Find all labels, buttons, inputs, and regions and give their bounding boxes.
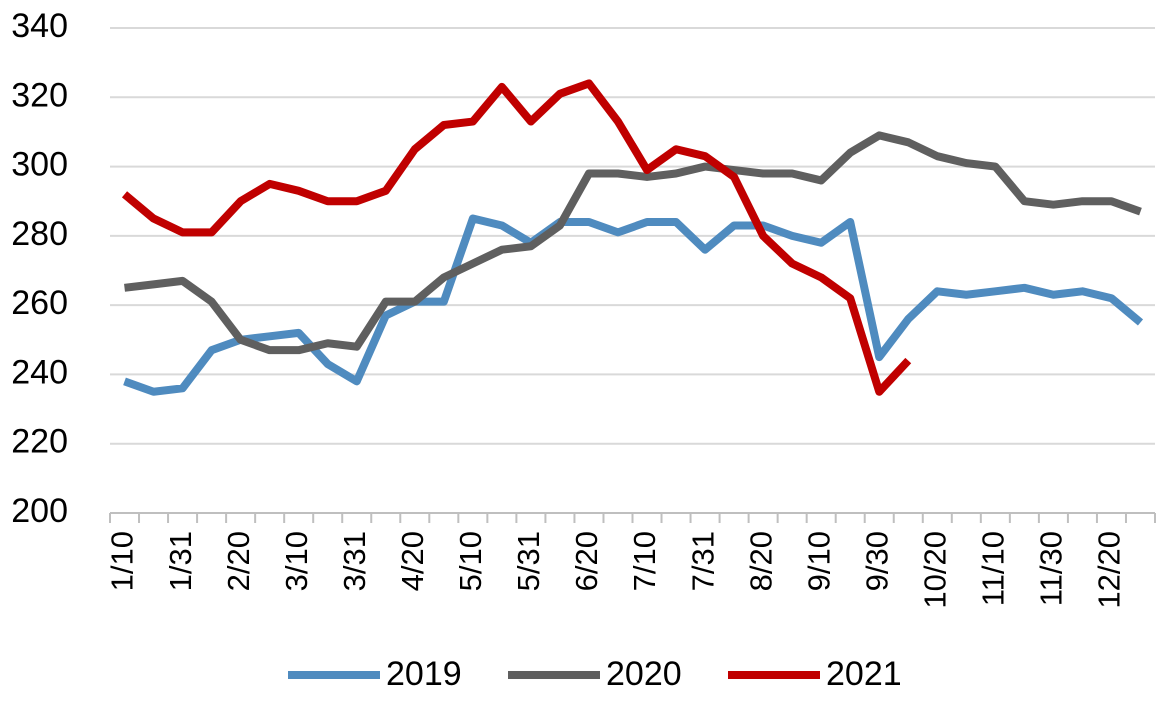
- y-tick-label: 300: [11, 146, 68, 184]
- x-tick-label: 1/31: [163, 531, 198, 591]
- x-tick-label: 12/20: [1092, 531, 1127, 609]
- series-line: [124, 131, 1142, 355]
- y-tick-label: 240: [11, 353, 68, 391]
- y-tick-label: 320: [11, 76, 68, 114]
- x-tick-label: 9/30: [859, 531, 894, 591]
- series-line: [123, 214, 1144, 396]
- x-tick-label: 7/31: [685, 531, 720, 591]
- x-tick-label: 5/31: [511, 531, 546, 591]
- x-tick-label: 6/20: [569, 531, 604, 591]
- x-tick-label: 3/31: [337, 531, 372, 591]
- x-tick-label: 11/10: [976, 531, 1011, 606]
- x-tick-label: 5/10: [453, 531, 488, 591]
- x-tick-label: 2/20: [221, 531, 256, 591]
- legend-label: 2020: [606, 655, 682, 693]
- x-tick-label: 3/10: [279, 531, 314, 591]
- x-tick-label: 9/10: [801, 531, 836, 591]
- series-line: [121, 79, 912, 396]
- x-tick-label: 4/20: [395, 531, 430, 591]
- y-tick-label: 260: [11, 284, 68, 322]
- y-tick-label: 200: [11, 492, 68, 530]
- legend-label: 2021: [826, 655, 902, 693]
- x-tick-label: 11/30: [1034, 531, 1069, 606]
- y-tick-label: 280: [11, 215, 68, 253]
- y-tick-label: 220: [11, 423, 68, 461]
- x-tick-label: 7/10: [627, 531, 662, 591]
- legend-label: 2019: [386, 655, 462, 693]
- x-tick-label: 1/10: [105, 531, 140, 591]
- x-tick-label: 10/20: [917, 531, 952, 609]
- x-tick-label: 8/20: [743, 531, 778, 591]
- y-tick-label: 340: [11, 7, 68, 45]
